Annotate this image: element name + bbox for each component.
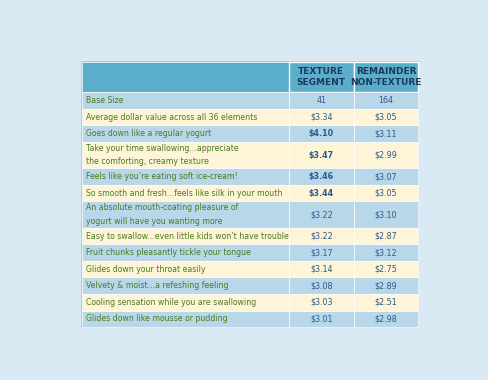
Bar: [82, 294, 289, 310]
Bar: [82, 261, 289, 277]
Bar: [82, 125, 289, 142]
Bar: [354, 62, 418, 92]
Text: $3.17: $3.17: [310, 248, 333, 257]
Text: $3.03: $3.03: [310, 298, 332, 307]
Bar: [82, 185, 289, 201]
Text: $4.10: $4.10: [309, 129, 334, 138]
Text: $3.47: $3.47: [309, 150, 334, 160]
Text: the comforting, creamy texture: the comforting, creamy texture: [85, 157, 208, 166]
Text: $3.12: $3.12: [375, 248, 397, 257]
Bar: [289, 109, 354, 125]
Bar: [354, 125, 418, 142]
Text: $3.11: $3.11: [375, 129, 397, 138]
Bar: [82, 109, 289, 125]
Text: Velvety & moist...a refeshing feeling: Velvety & moist...a refeshing feeling: [85, 281, 228, 290]
Text: Cooling sensation while you are swallowing: Cooling sensation while you are swallowi…: [85, 298, 256, 307]
Bar: [82, 168, 289, 185]
Bar: [354, 185, 418, 201]
Bar: [289, 310, 354, 327]
Bar: [82, 277, 289, 294]
Text: $3.22: $3.22: [310, 210, 333, 219]
Bar: [289, 261, 354, 277]
Bar: [289, 62, 354, 92]
Text: $3.34: $3.34: [310, 112, 332, 122]
Bar: [82, 92, 289, 109]
Text: $3.44: $3.44: [309, 188, 334, 198]
Bar: [82, 62, 418, 327]
Text: $2.98: $2.98: [375, 314, 397, 323]
Bar: [289, 92, 354, 109]
Text: $3.07: $3.07: [375, 172, 397, 181]
Bar: [289, 168, 354, 185]
Bar: [354, 277, 418, 294]
Text: Easy to swallow...even little kids won’t have trouble: Easy to swallow...even little kids won’t…: [85, 232, 288, 241]
Text: Take your time swallowing...appreciate: Take your time swallowing...appreciate: [85, 144, 238, 153]
Text: $2.87: $2.87: [375, 232, 397, 241]
Bar: [289, 294, 354, 310]
Text: Glides down your throat easily: Glides down your throat easily: [85, 265, 205, 274]
Text: $3.08: $3.08: [310, 281, 332, 290]
Text: $3.22: $3.22: [310, 232, 333, 241]
Bar: [354, 228, 418, 244]
Text: $3.05: $3.05: [375, 112, 397, 122]
Text: $2.99: $2.99: [375, 150, 398, 160]
Bar: [354, 168, 418, 185]
Bar: [354, 294, 418, 310]
Bar: [82, 310, 289, 327]
Text: $3.05: $3.05: [375, 188, 397, 198]
Bar: [289, 244, 354, 261]
Text: $3.14: $3.14: [310, 265, 332, 274]
Bar: [82, 244, 289, 261]
Text: $2.51: $2.51: [375, 298, 397, 307]
Text: $3.10: $3.10: [375, 210, 397, 219]
Text: $3.46: $3.46: [309, 172, 334, 181]
Bar: [354, 261, 418, 277]
Bar: [354, 244, 418, 261]
Text: Glides down like mousse or pudding: Glides down like mousse or pudding: [85, 314, 227, 323]
Text: $3.01: $3.01: [310, 314, 332, 323]
Text: TEXTURE
SEGMENT: TEXTURE SEGMENT: [297, 67, 346, 87]
Text: Average dollar value across all 36 elements: Average dollar value across all 36 eleme…: [85, 112, 257, 122]
Bar: [82, 228, 289, 244]
Bar: [289, 201, 354, 228]
Bar: [82, 142, 289, 168]
Bar: [289, 228, 354, 244]
Bar: [289, 142, 354, 168]
Text: An absolute mouth-coating pleasure of: An absolute mouth-coating pleasure of: [85, 203, 238, 212]
Text: Goes down like a regular yogurt: Goes down like a regular yogurt: [85, 129, 211, 138]
Bar: [354, 109, 418, 125]
Text: Base Size: Base Size: [85, 96, 123, 105]
Text: $2.75: $2.75: [375, 265, 398, 274]
Text: REMAINDER
NON-TEXTURE: REMAINDER NON-TEXTURE: [350, 67, 422, 87]
Text: $2.89: $2.89: [375, 281, 397, 290]
Bar: [354, 92, 418, 109]
Text: Feels like you’re eating soft ice-cream!: Feels like you’re eating soft ice-cream!: [85, 172, 237, 181]
Bar: [354, 201, 418, 228]
Bar: [354, 142, 418, 168]
Bar: [289, 277, 354, 294]
Bar: [289, 125, 354, 142]
Bar: [82, 201, 289, 228]
Bar: [289, 185, 354, 201]
Text: 41: 41: [316, 96, 326, 105]
Bar: [354, 310, 418, 327]
Text: 164: 164: [379, 96, 394, 105]
Text: Fruit chunks pleasantly tickle your tongue: Fruit chunks pleasantly tickle your tong…: [85, 248, 250, 257]
Text: yogurt will have you wanting more: yogurt will have you wanting more: [85, 217, 222, 226]
Bar: [82, 62, 418, 92]
Text: So smooth and fresh...feels like silk in your mouth: So smooth and fresh...feels like silk in…: [85, 188, 282, 198]
